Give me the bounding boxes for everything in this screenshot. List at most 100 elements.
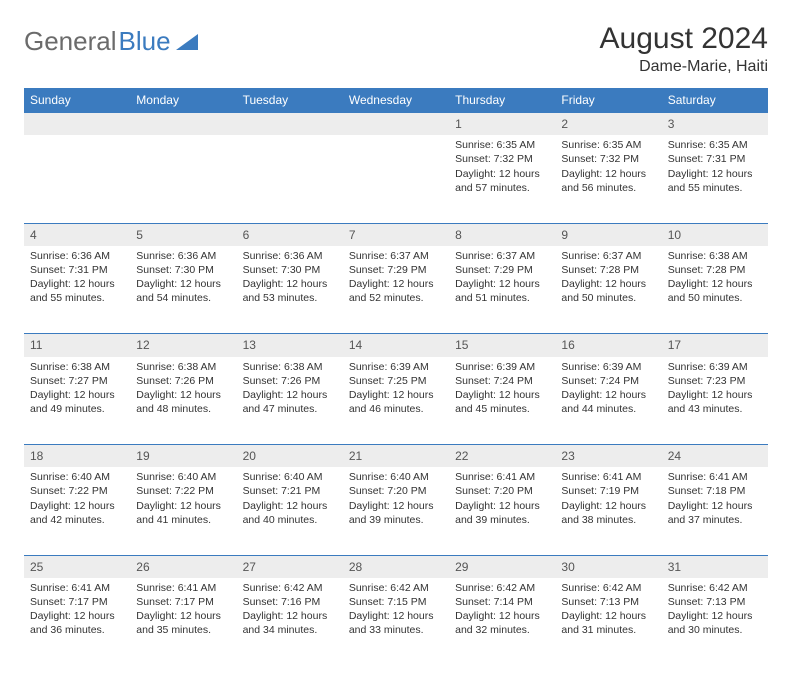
day-number: 28 [343, 555, 449, 578]
sunset-line: Sunset: 7:18 PM [668, 484, 762, 498]
day-cell: Sunrise: 6:42 AMSunset: 7:16 PMDaylight:… [237, 578, 343, 666]
daylight-line: Daylight: 12 hours and 54 minutes. [136, 277, 230, 305]
day-header: Saturday [662, 88, 768, 113]
day-number [24, 113, 130, 136]
sunrise-line: Sunrise: 6:39 AM [668, 360, 762, 374]
daylight-line: Daylight: 12 hours and 37 minutes. [668, 499, 762, 527]
sunset-line: Sunset: 7:31 PM [30, 263, 124, 277]
day-cell [237, 135, 343, 223]
daylight-line: Daylight: 12 hours and 48 minutes. [136, 388, 230, 416]
calendar-table: SundayMondayTuesdayWednesdayThursdayFrid… [24, 88, 768, 666]
day-cell: Sunrise: 6:36 AMSunset: 7:31 PMDaylight:… [24, 246, 130, 334]
day-number: 11 [24, 334, 130, 357]
sunset-line: Sunset: 7:24 PM [561, 374, 655, 388]
day-header: Sunday [24, 88, 130, 113]
day-number: 23 [555, 445, 661, 468]
logo-text-2: Blue [119, 26, 171, 57]
daylight-line: Daylight: 12 hours and 47 minutes. [243, 388, 337, 416]
sunrise-line: Sunrise: 6:38 AM [668, 249, 762, 263]
daylight-line: Daylight: 12 hours and 50 minutes. [668, 277, 762, 305]
daylight-line: Daylight: 12 hours and 43 minutes. [668, 388, 762, 416]
sunset-line: Sunset: 7:24 PM [455, 374, 549, 388]
sunrise-line: Sunrise: 6:38 AM [136, 360, 230, 374]
day-number: 27 [237, 555, 343, 578]
daylight-line: Daylight: 12 hours and 31 minutes. [561, 609, 655, 637]
daylight-line: Daylight: 12 hours and 53 minutes. [243, 277, 337, 305]
daylight-line: Daylight: 12 hours and 32 minutes. [455, 609, 549, 637]
sunrise-line: Sunrise: 6:40 AM [243, 470, 337, 484]
day-cell: Sunrise: 6:39 AMSunset: 7:25 PMDaylight:… [343, 357, 449, 445]
sunset-line: Sunset: 7:23 PM [668, 374, 762, 388]
day-number: 29 [449, 555, 555, 578]
day-cell: Sunrise: 6:41 AMSunset: 7:17 PMDaylight:… [130, 578, 236, 666]
day-cell: Sunrise: 6:36 AMSunset: 7:30 PMDaylight:… [130, 246, 236, 334]
sunrise-line: Sunrise: 6:40 AM [30, 470, 124, 484]
daylight-line: Daylight: 12 hours and 45 minutes. [455, 388, 549, 416]
week-number-row: 11121314151617 [24, 334, 768, 357]
page-header: GeneralBlue August 2024 Dame-Marie, Hait… [24, 22, 768, 76]
week-number-row: 123 [24, 113, 768, 136]
daylight-line: Daylight: 12 hours and 51 minutes. [455, 277, 549, 305]
day-number [343, 113, 449, 136]
daylight-line: Daylight: 12 hours and 44 minutes. [561, 388, 655, 416]
day-number: 13 [237, 334, 343, 357]
day-number: 17 [662, 334, 768, 357]
day-number: 21 [343, 445, 449, 468]
sunset-line: Sunset: 7:28 PM [668, 263, 762, 277]
sunset-line: Sunset: 7:28 PM [561, 263, 655, 277]
sunrise-line: Sunrise: 6:42 AM [243, 581, 337, 595]
daylight-line: Daylight: 12 hours and 49 minutes. [30, 388, 124, 416]
sunrise-line: Sunrise: 6:41 AM [455, 470, 549, 484]
sunset-line: Sunset: 7:17 PM [136, 595, 230, 609]
logo: GeneralBlue [24, 22, 198, 57]
sunrise-line: Sunrise: 6:42 AM [668, 581, 762, 595]
sunset-line: Sunset: 7:30 PM [243, 263, 337, 277]
day-number: 25 [24, 555, 130, 578]
sunrise-line: Sunrise: 6:36 AM [243, 249, 337, 263]
sunrise-line: Sunrise: 6:42 AM [349, 581, 443, 595]
sunrise-line: Sunrise: 6:41 AM [30, 581, 124, 595]
day-number: 19 [130, 445, 236, 468]
day-cell: Sunrise: 6:40 AMSunset: 7:22 PMDaylight:… [130, 467, 236, 555]
sunset-line: Sunset: 7:26 PM [136, 374, 230, 388]
sunrise-line: Sunrise: 6:37 AM [349, 249, 443, 263]
day-number: 30 [555, 555, 661, 578]
sunrise-line: Sunrise: 6:40 AM [349, 470, 443, 484]
day-cell: Sunrise: 6:39 AMSunset: 7:23 PMDaylight:… [662, 357, 768, 445]
daylight-line: Daylight: 12 hours and 40 minutes. [243, 499, 337, 527]
daylight-line: Daylight: 12 hours and 33 minutes. [349, 609, 443, 637]
sunset-line: Sunset: 7:29 PM [349, 263, 443, 277]
day-cell: Sunrise: 6:42 AMSunset: 7:15 PMDaylight:… [343, 578, 449, 666]
daylight-line: Daylight: 12 hours and 41 minutes. [136, 499, 230, 527]
day-cell: Sunrise: 6:38 AMSunset: 7:26 PMDaylight:… [237, 357, 343, 445]
logo-triangle-icon [176, 26, 198, 57]
sunrise-line: Sunrise: 6:41 AM [561, 470, 655, 484]
day-number: 16 [555, 334, 661, 357]
day-number: 6 [237, 223, 343, 246]
logo-text-1: General [24, 26, 117, 57]
sunset-line: Sunset: 7:15 PM [349, 595, 443, 609]
sunset-line: Sunset: 7:14 PM [455, 595, 549, 609]
sunrise-line: Sunrise: 6:38 AM [243, 360, 337, 374]
week-body-row: Sunrise: 6:41 AM Sunset: 7:17 PM Daylight:… [24, 578, 768, 666]
day-number: 22 [449, 445, 555, 468]
daylight-line: Daylight: 12 hours and 56 minutes. [561, 167, 655, 195]
month-title: August 2024 [600, 22, 768, 56]
sunrise-line: Sunrise: 6:39 AM [455, 360, 549, 374]
calendar-page: GeneralBlue August 2024 Dame-Marie, Hait… [0, 0, 792, 678]
location-label: Dame-Marie, Haiti [600, 58, 768, 76]
day-cell: Sunrise: 6:38 AMSunset: 7:27 PMDaylight:… [24, 357, 130, 445]
day-cell: Sunrise: 6:40 AMSunset: 7:20 PMDaylight:… [343, 467, 449, 555]
day-cell: Sunrise: 6:41 AMSunset: 7:17 PMDaylight:… [24, 578, 130, 666]
day-number: 31 [662, 555, 768, 578]
week-body-row: Sunrise: 6:35 AMSunset: 7:32 PMDaylight:… [24, 135, 768, 223]
sunset-line: Sunset: 7:13 PM [668, 595, 762, 609]
day-number [130, 113, 236, 136]
day-header: Tuesday [237, 88, 343, 113]
sunset-line: Sunset: 7:25 PM [349, 374, 443, 388]
sunset-line: Sunset: 7:16 PM [243, 595, 337, 609]
week-number-row: 18192021222324 [24, 445, 768, 468]
day-number: 14 [343, 334, 449, 357]
day-cell: Sunrise: 6:40 AMSunset: 7:22 PMDaylight:… [24, 467, 130, 555]
day-number: 1 [449, 113, 555, 136]
